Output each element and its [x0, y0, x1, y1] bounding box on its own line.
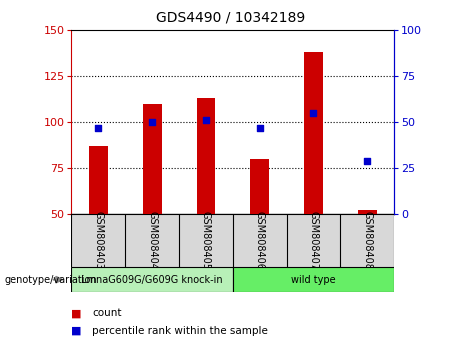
Text: GSM808407: GSM808407 [308, 211, 319, 270]
Bar [250, 159, 269, 214]
Bar [358, 211, 377, 214]
Text: GSM808404: GSM808404 [147, 211, 157, 270]
Text: genotype/variation: genotype/variation [5, 275, 97, 285]
Point [148, 119, 156, 125]
Text: ■: ■ [71, 308, 82, 318]
Text: percentile rank within the sample: percentile rank within the sample [92, 326, 268, 336]
Point [202, 118, 210, 123]
Text: GSM808406: GSM808406 [254, 211, 265, 270]
Text: GSM808408: GSM808408 [362, 211, 372, 270]
Text: LmnaG609G/G609G knock-in: LmnaG609G/G609G knock-in [81, 275, 223, 285]
Text: wild type: wild type [291, 275, 336, 285]
Bar [196, 98, 215, 214]
Bar [304, 52, 323, 214]
Point [256, 125, 263, 131]
Text: count: count [92, 308, 122, 318]
Text: ■: ■ [71, 326, 82, 336]
Text: GSM808405: GSM808405 [201, 211, 211, 270]
Text: GDS4490 / 10342189: GDS4490 / 10342189 [156, 11, 305, 25]
Bar [143, 104, 161, 214]
Bar [233, 267, 394, 292]
Point [364, 158, 371, 164]
Text: GSM808403: GSM808403 [93, 211, 103, 270]
Point [95, 125, 102, 131]
Point [310, 110, 317, 116]
Bar [71, 267, 233, 292]
Bar [89, 146, 108, 214]
